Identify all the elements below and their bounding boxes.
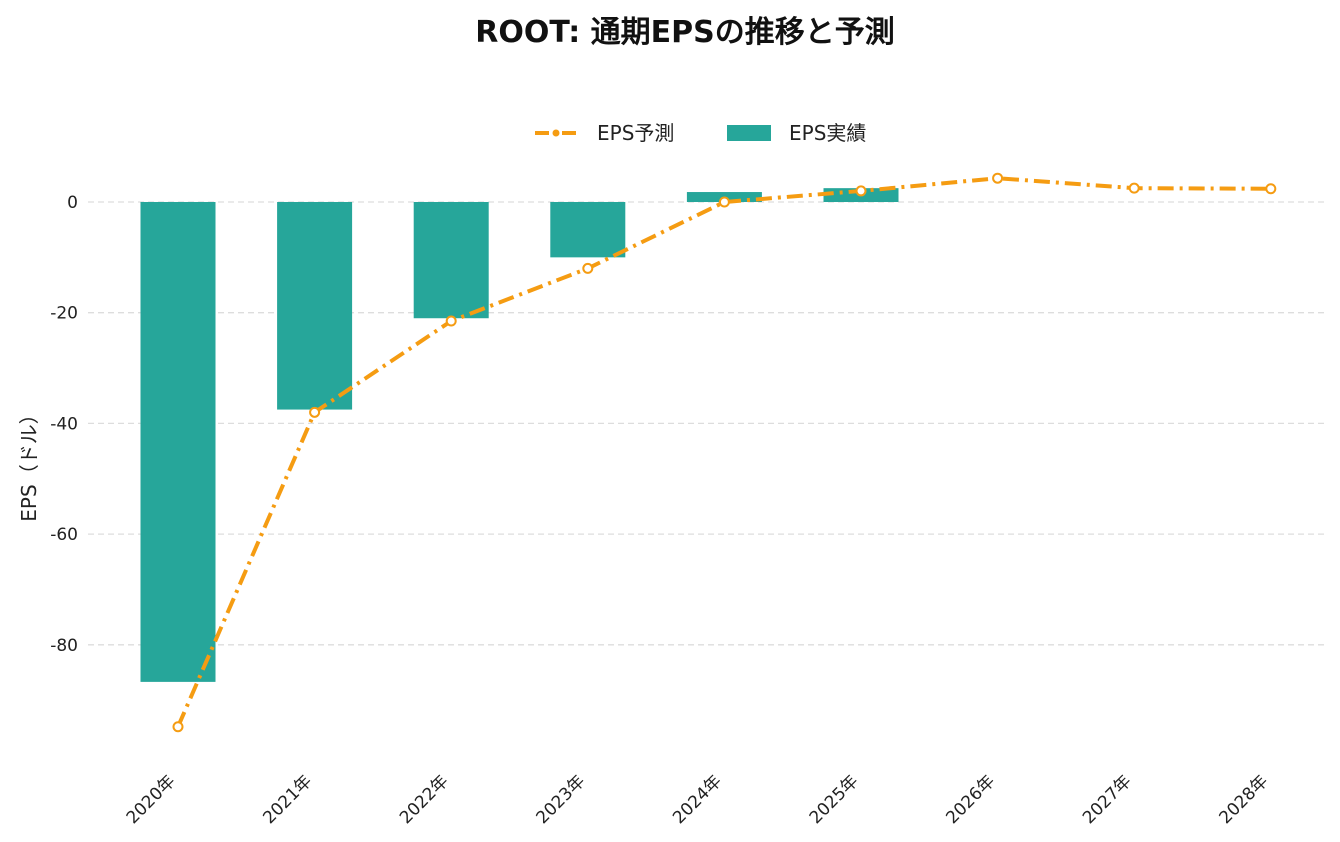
legend-label-actual: EPS実績	[789, 121, 866, 145]
forecast-point	[582, 262, 594, 274]
chart-title: ROOT: 通期EPSの推移と予測	[475, 15, 894, 50]
x-tick-label: 2026年	[942, 771, 999, 828]
legend-bar-swatch	[727, 125, 771, 141]
legend: EPS予測 EPS実績	[535, 121, 866, 145]
forecast-point	[992, 172, 1004, 184]
bar-eps-actual	[550, 202, 626, 258]
grid-layer	[88, 201, 1325, 646]
forecast-point	[855, 185, 867, 197]
forecast-point	[445, 315, 457, 327]
x-tick-label: 2020年	[123, 771, 180, 828]
bar-layer	[140, 188, 899, 682]
forecast-point	[172, 721, 184, 733]
bar-eps-actual	[413, 202, 489, 319]
x-tick-label: 2025年	[806, 771, 863, 828]
y-tick-layer: 0 -20 -40 -60 -80	[50, 193, 78, 656]
y-tick-label: 0	[67, 193, 78, 213]
x-tick-layer: 2020年 2021年 2022年 2023年 2024年 2025年 2026年 2027年…	[123, 771, 1273, 828]
y-tick-label: -60	[50, 525, 78, 545]
y-tick-label: -80	[50, 636, 78, 656]
bar-eps-actual	[140, 202, 216, 682]
x-tick-label: 2022年	[396, 771, 453, 828]
forecast-point	[1265, 183, 1277, 195]
x-tick-label: 2024年	[669, 771, 726, 828]
x-tick-label: 2023年	[533, 771, 590, 828]
line-eps-forecast	[176, 176, 1271, 728]
line-layer	[172, 172, 1277, 733]
y-axis-label: EPS（ドル）	[17, 404, 41, 521]
x-tick-label: 2021年	[259, 771, 316, 828]
forecast-point	[1128, 182, 1140, 194]
y-tick-label: -40	[50, 414, 78, 434]
x-tick-label: 2027年	[1079, 771, 1136, 828]
y-tick-label: -20	[50, 304, 78, 324]
bar-eps-actual	[277, 202, 353, 410]
forecast-point	[309, 406, 321, 418]
legend-label-forecast: EPS予測	[597, 121, 674, 145]
forecast-point	[718, 196, 730, 208]
legend-line-marker	[552, 129, 560, 137]
x-tick-label: 2028年	[1216, 771, 1273, 828]
